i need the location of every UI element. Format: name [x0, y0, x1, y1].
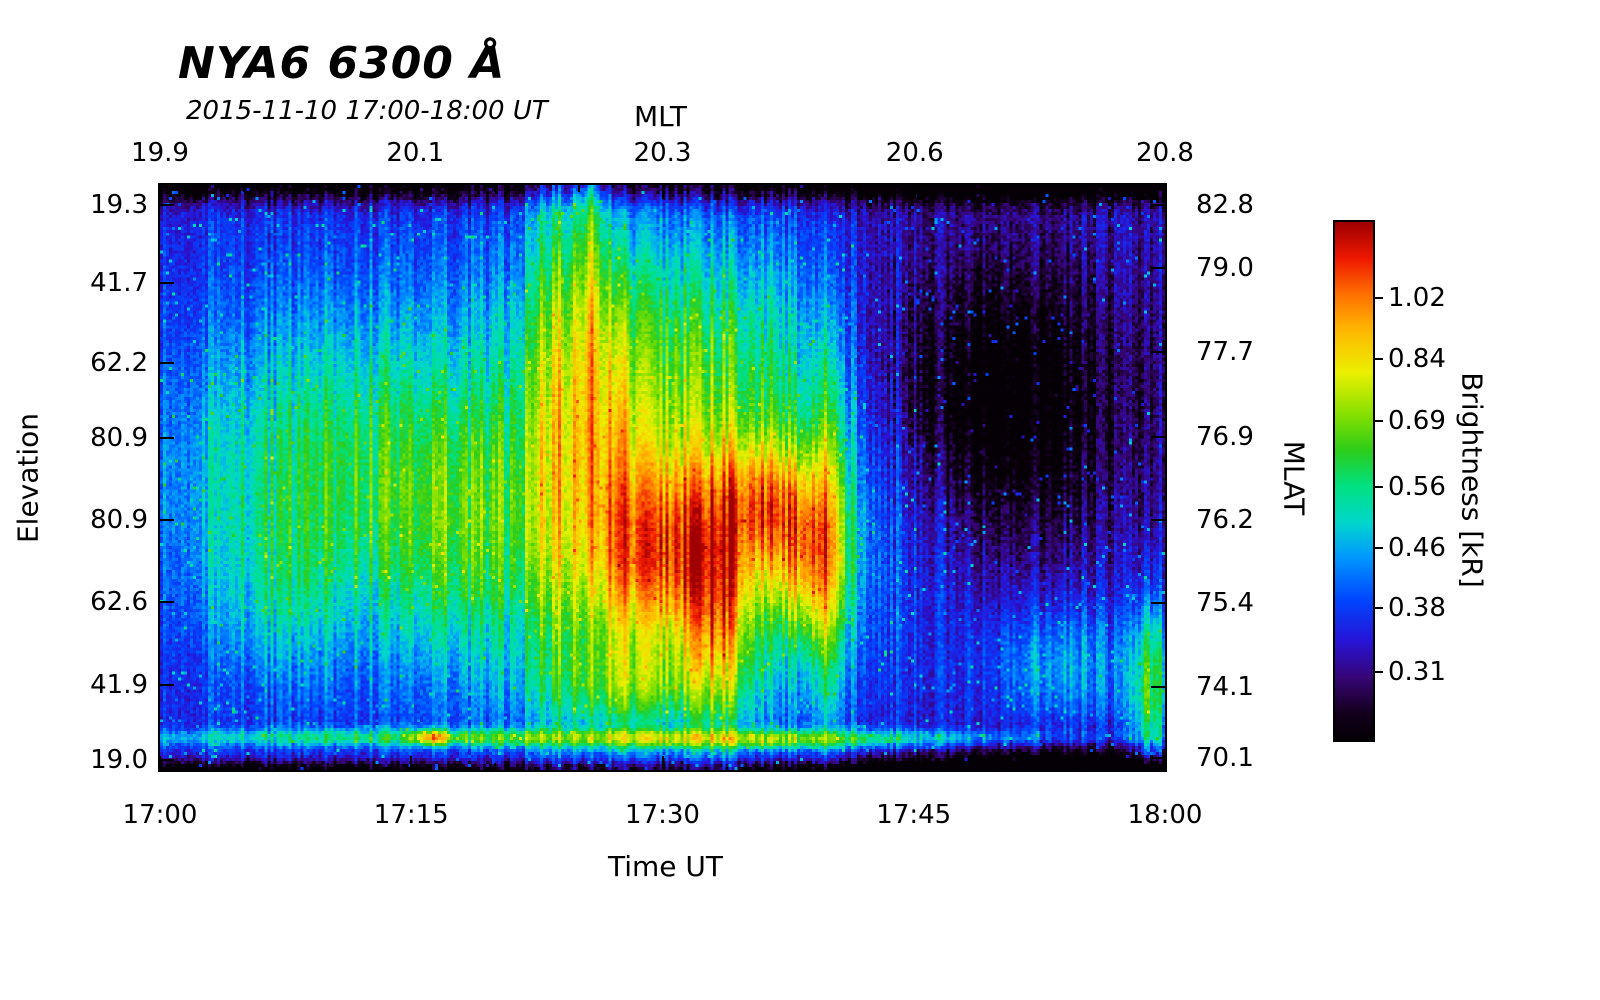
- axis-tick: [414, 185, 417, 199]
- top-tick-label: 20.8: [1136, 138, 1194, 168]
- colorbar-tick-label: 0.84: [1388, 344, 1446, 375]
- axis-tick: [494, 185, 496, 192]
- colorbar-label: Brightness [kR]: [1455, 372, 1489, 588]
- heatmap-canvas: [160, 185, 1165, 770]
- left-tick-label: 19.3: [90, 189, 148, 220]
- axis-tick: [326, 763, 329, 770]
- axis-tick: [1080, 185, 1083, 192]
- axis-tick: [661, 756, 664, 770]
- left-tick-label: 62.6: [90, 587, 148, 618]
- bottom-tick-label: 17:30: [625, 800, 700, 830]
- axis-tick: [160, 361, 174, 364]
- colorbar-tick-label: 1.02: [1388, 283, 1446, 314]
- axis-tick: [1375, 607, 1383, 610]
- axis-tick: [1151, 756, 1165, 759]
- axis-tick: [1375, 297, 1383, 300]
- axis-tick: [1151, 203, 1165, 206]
- right-tick-label: 76.9: [1196, 422, 1254, 453]
- left-tick-label: 80.9: [90, 505, 148, 536]
- axis-tick: [1164, 756, 1166, 770]
- axis-tick: [1080, 763, 1083, 770]
- colorbar: [1333, 220, 1375, 742]
- top-axis-label: MLT: [634, 100, 688, 133]
- axis-tick: [1375, 671, 1383, 674]
- bottom-tick-label: 17:45: [876, 800, 952, 830]
- plot-title: NYA6 6300 Å: [178, 38, 506, 89]
- left-tick-label: 41.7: [90, 268, 148, 299]
- axis-tick: [159, 185, 161, 199]
- left-tick-label: 41.9: [90, 670, 148, 701]
- axis-tick: [160, 282, 174, 285]
- colorbar-tick-label: 0.69: [1388, 406, 1446, 437]
- colorbar-gradient-canvas: [1335, 222, 1373, 740]
- axis-tick: [494, 763, 496, 770]
- right-axis-label: MLAT: [1277, 440, 1311, 516]
- axis-tick: [1151, 436, 1165, 439]
- axis-tick: [577, 763, 580, 770]
- colorbar-tick-label: 0.46: [1388, 533, 1446, 564]
- axis-tick: [829, 763, 831, 770]
- colorbar-tick-label: 0.31: [1388, 657, 1446, 688]
- axis-tick: [1375, 420, 1383, 423]
- axis-tick: [577, 185, 580, 192]
- top-tick-label: 20.3: [633, 138, 692, 168]
- axis-tick: [160, 519, 174, 522]
- bottom-tick-label: 18:00: [1127, 800, 1203, 830]
- right-tick-label: 76.2: [1196, 505, 1254, 536]
- axis-tick: [326, 185, 329, 192]
- right-tick-label: 75.4: [1196, 588, 1254, 619]
- left-axis-label: Elevation: [11, 412, 45, 544]
- axis-tick: [996, 763, 999, 770]
- axis-tick: [829, 185, 831, 192]
- axis-tick: [160, 601, 174, 604]
- axis-tick: [160, 437, 174, 440]
- axis-tick: [1375, 547, 1383, 550]
- axis-tick: [242, 763, 245, 770]
- axis-tick: [242, 185, 245, 192]
- axis-tick: [745, 763, 748, 770]
- axis-tick: [912, 756, 915, 770]
- top-tick-label: 20.1: [386, 138, 445, 168]
- axis-tick: [745, 185, 748, 192]
- axis-tick: [160, 759, 174, 762]
- axis-tick: [913, 185, 916, 199]
- axis-tick: [1151, 267, 1165, 270]
- top-tick-label: 20.6: [885, 138, 944, 168]
- left-tick-label: 80.9: [90, 423, 148, 454]
- right-tick-label: 74.1: [1196, 671, 1254, 702]
- axis-tick: [159, 756, 161, 770]
- axis-tick: [1164, 185, 1166, 199]
- axis-tick: [1375, 358, 1383, 361]
- axis-tick: [1151, 685, 1165, 688]
- axis-tick: [1375, 485, 1383, 488]
- left-tick-label: 62.2: [90, 347, 148, 378]
- right-tick-label: 77.7: [1196, 337, 1254, 368]
- axis-tick: [1151, 351, 1165, 354]
- bottom-tick-label: 17:15: [373, 800, 449, 830]
- axis-tick: [1151, 602, 1165, 605]
- top-tick-label: 19.9: [131, 138, 189, 168]
- left-tick-label: 19.0: [90, 745, 148, 776]
- bottom-axis-label: Time UT: [608, 850, 724, 883]
- axis-tick: [661, 185, 664, 199]
- colorbar-tick-label: 0.38: [1388, 593, 1446, 624]
- plot-subtitle: 2015-11-10 17:00-18:00 UT: [186, 96, 548, 126]
- right-tick-label: 70.1: [1196, 742, 1254, 773]
- bottom-tick-label: 17:00: [122, 800, 198, 830]
- colorbar-tick-label: 0.56: [1388, 471, 1446, 502]
- axis-tick: [160, 203, 174, 206]
- axis-tick: [996, 185, 999, 192]
- right-tick-label: 82.8: [1196, 189, 1254, 220]
- axis-tick: [160, 684, 174, 687]
- axis-tick: [1151, 519, 1165, 522]
- right-tick-label: 79.0: [1196, 253, 1254, 284]
- axis-tick: [410, 756, 413, 770]
